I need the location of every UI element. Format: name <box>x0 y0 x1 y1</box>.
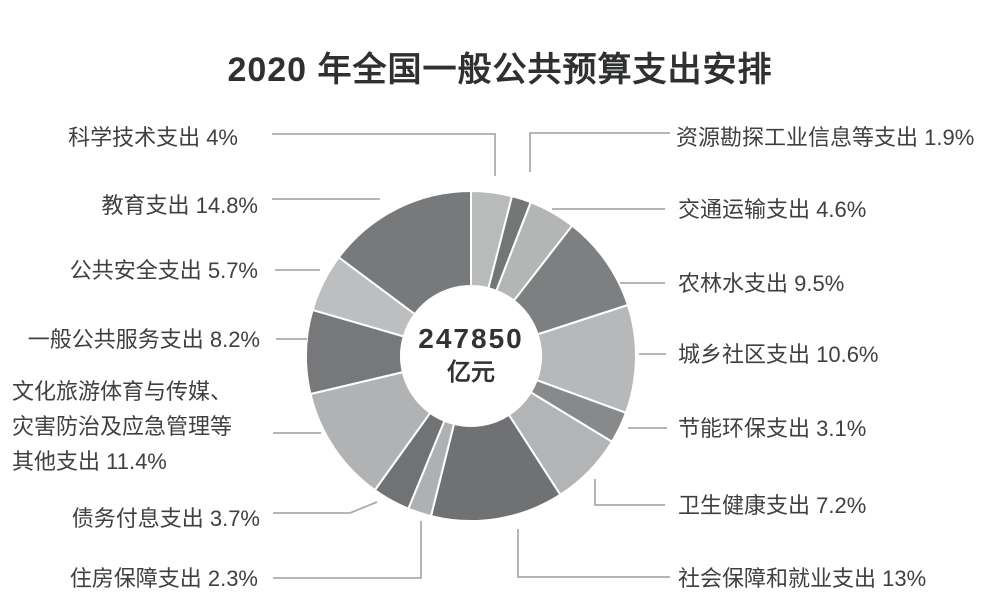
label-science: 科学技术支出 4% <box>68 125 238 150</box>
leader-line-social-security <box>517 529 670 578</box>
label-health: 卫生健康支出 7.2% <box>678 493 867 518</box>
leader-line-debt-interest <box>273 501 378 514</box>
label-housing: 住房保障支出 2.3% <box>69 566 258 591</box>
label-public-security: 公共安全支出 5.7% <box>69 258 258 283</box>
label-transport: 交通运输支出 4.6% <box>678 197 867 222</box>
total-unit: 亿元 <box>447 359 495 386</box>
label-general-public: 一般公共服务支出 8.2% <box>27 327 260 352</box>
leader-line-housing <box>273 521 422 579</box>
label-resource: 资源勘探工业信息等支出 1.9% <box>676 125 975 150</box>
label-urban-rural: 城乡社区支出 10.6% <box>678 342 879 367</box>
label-culture-other: 文化旅游体育与传媒、 灾害防治及应急管理等 其他支出 11.4% <box>12 374 282 479</box>
leader-line-resource <box>529 132 670 172</box>
label-energy: 节能环保支出 3.1% <box>678 416 867 441</box>
donut-slices <box>305 189 637 522</box>
leader-line-health <box>594 479 665 506</box>
leader-line-science <box>272 133 496 176</box>
label-culture-other-line2: 灾害防治及应急管理等 <box>12 414 233 439</box>
leader-lines <box>272 132 670 579</box>
pie-slice-14-14.8pct <box>337 189 472 316</box>
label-education: 教育支出 14.8% <box>101 193 259 218</box>
label-culture-other-line3: 其他支出 11.4% <box>12 449 167 474</box>
label-culture-other-line1: 文化旅游体育与传媒、 <box>12 379 233 404</box>
label-debt-interest: 债务付息支出 3.7% <box>71 506 260 531</box>
total-value: 247850 <box>418 323 524 354</box>
donut-center-label: 247850 亿元 <box>371 322 571 390</box>
chart-title: 2020 年全国一般公共预算支出安排 <box>227 51 773 89</box>
label-social-security: 社会保障和就业支出 13% <box>678 566 927 591</box>
label-agriculture: 农林水支出 9.5% <box>678 271 845 296</box>
